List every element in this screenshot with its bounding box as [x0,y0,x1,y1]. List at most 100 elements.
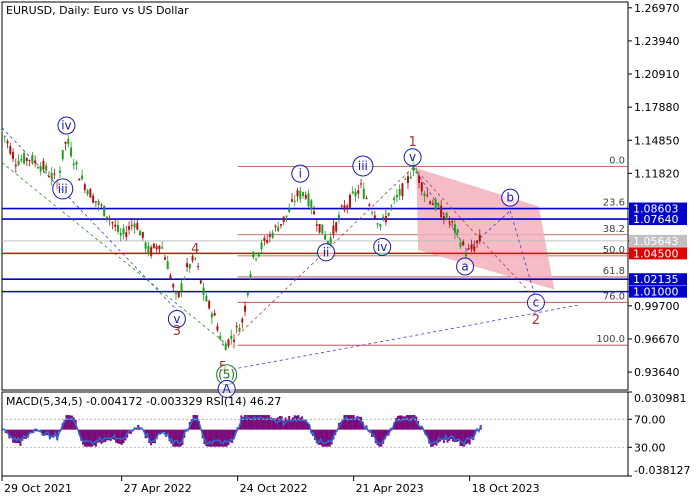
time-label-0: 29 Oct 2021 [4,482,72,495]
indicator-layer [1,415,628,448]
candle-body-462 [426,194,429,196]
macd-bar-450 [415,416,418,430]
candle-body-255 [235,325,238,328]
macd-bar-232 [214,429,217,447]
candle-body-339 [313,211,316,215]
macd-bar-406 [374,429,377,444]
candle-body-69 [64,141,67,144]
candle-body-312 [288,208,291,213]
wave-circle-0 [57,116,76,135]
macd-bar-92 [85,429,88,447]
level-tag-11: 1.01000 [633,286,679,299]
macd-bar-240 [221,429,224,447]
macd-bar-380 [350,415,353,430]
candle-body-513 [473,245,476,251]
macd-bar-228 [210,429,213,447]
level-tag-bg-10 [629,273,687,286]
macd-bar-230 [212,429,215,447]
candle-body-99 [92,195,95,203]
candle-body-471 [434,199,437,209]
macd-bar-254 [234,429,237,433]
macd-bar-166 [153,429,156,444]
macd-bar-356 [328,429,331,447]
macd-bar-0 [1,429,3,431]
macd-bar-24 [23,429,26,439]
macd-bar-342 [315,429,318,444]
candle-body-246 [227,339,230,347]
macd-bar-214 [198,421,201,430]
candle-body-126 [116,225,119,232]
macd-bar-474 [437,429,440,443]
candle-body-321 [296,190,299,197]
fib-label-5: 76.0 [603,291,625,302]
macd-bar-504 [464,429,467,445]
candle-body-228 [210,313,213,318]
macd-bar-128 [118,429,121,444]
macd-bar-124 [115,429,118,443]
macd-bar-392 [361,422,364,430]
candle-body-423 [390,205,393,207]
macd-bar-264 [244,415,247,430]
macd-bar-346 [319,429,322,445]
candle-body-42 [39,166,42,172]
candle-body-417 [384,215,387,223]
candle-body-468 [431,203,434,206]
wave-label-16: c [533,296,540,310]
candle-body-168 [155,246,158,250]
candle-body-507 [467,248,470,250]
candle-body-519 [478,234,481,242]
candle-body-222 [205,295,208,302]
macd-bar-372 [343,415,346,430]
candle-body-399 [368,204,371,206]
price-tick-label-5: 1.11820 [634,167,680,180]
candle-body-378 [348,195,351,208]
macd-bar-302 [279,415,282,430]
macd-bar-280 [258,415,261,430]
macd-bar-446 [411,415,414,430]
wave-circle-1 [52,178,74,200]
candle-body-267 [246,292,249,296]
candle-body-165 [152,243,155,248]
trendline-downtrend-green [1,162,227,345]
macd-bar-70 [65,415,68,430]
candle-body-27 [25,158,28,161]
candle-body-234 [216,326,219,331]
macd-bar-330 [304,419,307,430]
macd-bar-220 [203,429,206,445]
candle-body-498 [459,242,462,247]
candle-body-381 [351,191,354,194]
candle-body-198 [183,278,186,280]
macd-bar-436 [402,416,405,430]
macd-bar-332 [306,422,309,430]
macd-bar-486 [448,429,451,441]
macd-bar-386 [356,415,359,430]
chart-title: EURUSD, Daily: Euro vs US Dollar [6,4,189,17]
candle-body-483 [445,212,448,220]
macd-bar-78 [72,417,75,430]
macd-bar-160 [148,429,151,443]
candle-body-216 [199,280,202,284]
macd-bar-86 [80,429,83,441]
macd-bar-506 [466,429,469,444]
macd-bar-26 [24,429,27,439]
macd-bar-412 [380,429,383,447]
price-tick-label-1: 1.23940 [634,35,680,48]
candle-body-474 [437,203,440,207]
candle-body-45 [42,161,45,170]
indicator-label: MACD(5,34,5) -0.004172 -0.003329 RSI(14)… [6,395,281,408]
macd-bar-470 [433,429,436,445]
wave-label-12: 1 [408,135,416,150]
macd-bar-462 [426,429,429,437]
macd-bar-390 [360,416,363,430]
macd-bar-292 [269,417,272,430]
macd-bar-30 [28,429,31,434]
candle-body-360 [332,225,335,235]
macd-bar-312 [288,415,291,430]
candle-body-510 [470,244,473,250]
price-tick-label-3: 1.17880 [634,101,680,114]
candle-body-78 [72,163,75,166]
ind-tick-label-1: 70.00 [634,413,666,426]
